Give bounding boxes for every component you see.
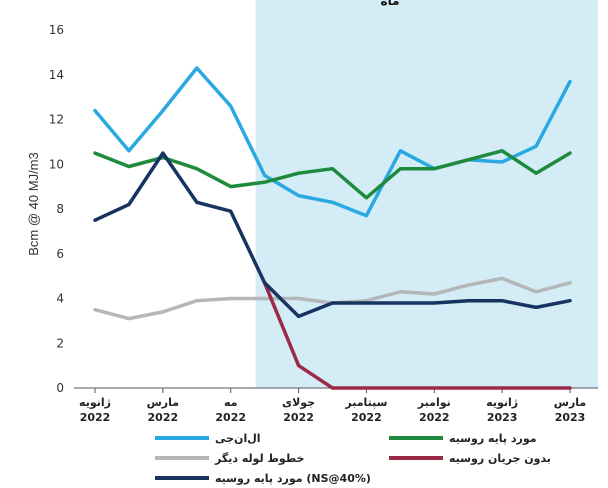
y-tick-label: 14 [49, 68, 64, 82]
x-tick-label-month: مارس [147, 396, 179, 409]
chart-title: ماه [380, 0, 399, 8]
y-tick-label: 6 [56, 247, 64, 261]
y-tick-label: 8 [56, 202, 64, 216]
x-tick-label-year: 2023 [487, 411, 518, 424]
x-tick-label-year: 2022 [215, 411, 246, 424]
series-line-0 [93, 66, 572, 218]
x-tick-label-year: 2022 [148, 411, 179, 424]
shaded-forecast-region [255, 0, 598, 388]
x-tick-label-year: 2022 [80, 411, 111, 424]
x-tick-label-month: جولای [282, 396, 315, 409]
x-tick-label-year: 2022 [351, 411, 382, 424]
x-axis-ticks: ژانویه 2022 مارس 2022 مه 2022 جولای 2022 سپتامبر… [79, 388, 586, 424]
series-line-4 [93, 151, 572, 319]
x-tick-label-year: 2022 [283, 411, 314, 424]
y-tick-label: 2 [56, 336, 64, 350]
x-tick-label-month: نوامبر [417, 396, 451, 409]
legend-label: مورد پایه روسیه (NS@40%) [215, 472, 371, 485]
legend: ال‌ان‌جی مورد پایه روسیه خطوط لوله دیگر بدو… [155, 432, 551, 485]
x-tick-label-year: 2023 [555, 411, 586, 424]
y-axis-ticks: 0 2 4 6 8 10 12 14 16 [49, 23, 64, 395]
series-line-1 [93, 149, 572, 200]
series-line-3 [262, 281, 572, 390]
y-tick-label: 10 [49, 157, 64, 171]
x-tick-label-month: ژانویه [486, 396, 518, 409]
y-axis-label: Bcm @ 40 MJ/m3 [26, 152, 41, 256]
y-tick-label: 12 [49, 113, 64, 127]
x-tick-label-year: 2022 [419, 411, 450, 424]
y-tick-label: 0 [56, 381, 64, 395]
x-tick-label-month: مه [224, 396, 237, 409]
y-tick-label: 16 [49, 23, 64, 37]
legend-label: خطوط لوله دیگر [214, 452, 304, 465]
legend-label: مورد پایه روسیه [449, 432, 537, 445]
legend-label: بدون جریان روسیه [449, 452, 551, 465]
x-tick-label-month: سپتامبر [344, 396, 387, 409]
shaded-region-rect [255, 0, 598, 388]
y-tick-label: 4 [56, 292, 64, 306]
legend-label: ال‌ان‌جی [215, 432, 261, 445]
series-lines [93, 66, 572, 390]
x-tick-label-month: ژانویه [79, 396, 111, 409]
x-tick-label-month: مارس [554, 396, 586, 409]
